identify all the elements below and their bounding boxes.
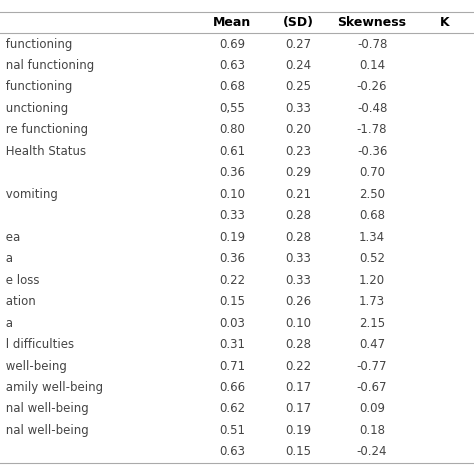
- Text: -0.36: -0.36: [357, 145, 387, 158]
- Text: -0.24: -0.24: [357, 446, 387, 458]
- Text: Mean: Mean: [213, 16, 251, 29]
- Text: 0.71: 0.71: [219, 359, 246, 373]
- Text: 0.62: 0.62: [219, 402, 246, 415]
- Text: 0.10: 0.10: [286, 317, 311, 329]
- Text: 1.34: 1.34: [359, 231, 385, 244]
- Text: amily well-being: amily well-being: [2, 381, 103, 394]
- Text: 0.29: 0.29: [285, 166, 312, 179]
- Text: 0.28: 0.28: [286, 231, 311, 244]
- Text: 0.69: 0.69: [219, 37, 246, 51]
- Text: 1.73: 1.73: [359, 295, 385, 308]
- Text: well-being: well-being: [2, 359, 67, 373]
- Text: 0.33: 0.33: [286, 273, 311, 287]
- Text: a: a: [2, 252, 13, 265]
- Text: 0.52: 0.52: [359, 252, 385, 265]
- Text: 0.66: 0.66: [219, 381, 246, 394]
- Text: 0.22: 0.22: [219, 273, 246, 287]
- Text: -0.48: -0.48: [357, 102, 387, 115]
- Text: 0.70: 0.70: [359, 166, 385, 179]
- Text: 0.17: 0.17: [285, 381, 312, 394]
- Text: 0.33: 0.33: [286, 252, 311, 265]
- Text: 0.19: 0.19: [219, 231, 246, 244]
- Text: -0.78: -0.78: [357, 37, 387, 51]
- Text: l difficulties: l difficulties: [2, 338, 74, 351]
- Text: 0.10: 0.10: [219, 188, 245, 201]
- Text: -0.77: -0.77: [357, 359, 387, 373]
- Text: Health Status: Health Status: [2, 145, 86, 158]
- Text: 0.51: 0.51: [219, 424, 245, 437]
- Text: 0.47: 0.47: [359, 338, 385, 351]
- Text: 0.36: 0.36: [219, 252, 245, 265]
- Text: nal well-being: nal well-being: [2, 424, 89, 437]
- Text: 0.36: 0.36: [219, 166, 245, 179]
- Text: 0.24: 0.24: [285, 59, 312, 72]
- Text: 0.26: 0.26: [285, 295, 312, 308]
- Text: 1.20: 1.20: [359, 273, 385, 287]
- Text: functioning: functioning: [2, 37, 73, 51]
- Text: re functioning: re functioning: [2, 123, 89, 137]
- Text: e loss: e loss: [2, 273, 40, 287]
- Text: K: K: [439, 16, 449, 29]
- Text: 0.80: 0.80: [219, 123, 245, 137]
- Text: 0.17: 0.17: [285, 402, 312, 415]
- Text: 0.33: 0.33: [286, 102, 311, 115]
- Text: ation: ation: [2, 295, 36, 308]
- Text: 0.68: 0.68: [359, 209, 385, 222]
- Text: 0.61: 0.61: [219, 145, 246, 158]
- Text: 2.50: 2.50: [359, 188, 385, 201]
- Text: 0.33: 0.33: [219, 209, 245, 222]
- Text: 0.22: 0.22: [285, 359, 312, 373]
- Text: 0.21: 0.21: [285, 188, 312, 201]
- Text: nal functioning: nal functioning: [2, 59, 95, 72]
- Text: Skewness: Skewness: [337, 16, 407, 29]
- Text: 0.15: 0.15: [286, 446, 311, 458]
- Text: 0.03: 0.03: [219, 317, 245, 329]
- Text: unctioning: unctioning: [2, 102, 69, 115]
- Text: 0.14: 0.14: [359, 59, 385, 72]
- Text: 0.20: 0.20: [286, 123, 311, 137]
- Text: 0,55: 0,55: [219, 102, 245, 115]
- Text: 0.68: 0.68: [219, 81, 245, 93]
- Text: 0.25: 0.25: [286, 81, 311, 93]
- Text: 0.28: 0.28: [286, 209, 311, 222]
- Text: vomiting: vomiting: [2, 188, 58, 201]
- Text: nal well-being: nal well-being: [2, 402, 89, 415]
- Text: 0.09: 0.09: [359, 402, 385, 415]
- Text: (SD): (SD): [283, 16, 314, 29]
- Text: 2.15: 2.15: [359, 317, 385, 329]
- Text: 0.19: 0.19: [285, 424, 312, 437]
- Text: a: a: [2, 317, 13, 329]
- Text: 0.28: 0.28: [286, 338, 311, 351]
- Text: -0.67: -0.67: [357, 381, 387, 394]
- Text: 0.23: 0.23: [286, 145, 311, 158]
- Text: 0.18: 0.18: [359, 424, 385, 437]
- Text: -1.78: -1.78: [357, 123, 387, 137]
- Text: 0.27: 0.27: [285, 37, 312, 51]
- Text: functioning: functioning: [2, 81, 73, 93]
- Text: -0.26: -0.26: [357, 81, 387, 93]
- Text: 0.63: 0.63: [219, 59, 245, 72]
- Text: 0.31: 0.31: [219, 338, 245, 351]
- Text: 0.15: 0.15: [219, 295, 245, 308]
- Text: 0.63: 0.63: [219, 446, 245, 458]
- Text: ea: ea: [2, 231, 21, 244]
